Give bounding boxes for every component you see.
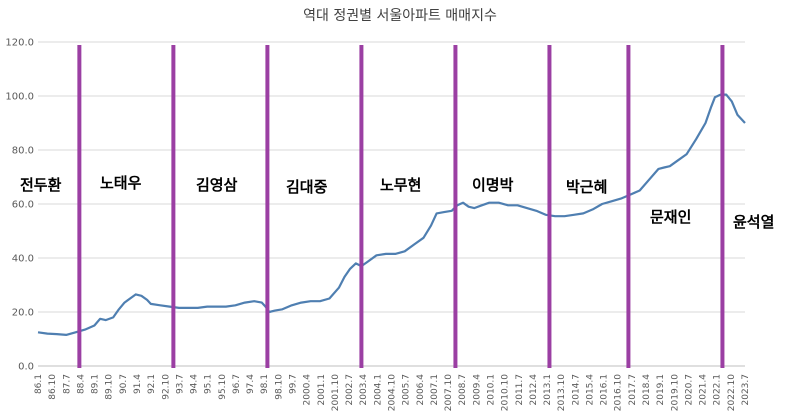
y-tick-label: 40.0 bbox=[12, 254, 34, 265]
gridlines bbox=[38, 41, 745, 367]
x-tick-label: 2013.1 bbox=[543, 374, 553, 406]
x-tick-label: 89.1 bbox=[91, 374, 101, 394]
regime-label: 노태우 bbox=[100, 174, 142, 192]
x-tick-label: 92.1 bbox=[147, 374, 157, 394]
series-layer bbox=[37, 93, 746, 336]
x-tick-label: 98.10 bbox=[274, 374, 284, 400]
x-tick-label: 2004.1 bbox=[373, 374, 383, 406]
x-tick-label: 2003.4 bbox=[359, 374, 369, 406]
x-tick-label: 95.10 bbox=[218, 374, 228, 400]
x-tick-label: 90.7 bbox=[119, 374, 129, 394]
x-tick-label: 2000.4 bbox=[303, 374, 313, 406]
x-tick-label: 2005.7 bbox=[402, 374, 412, 406]
x-tick-label: 89.10 bbox=[105, 374, 115, 400]
x-tick-label: 91.4 bbox=[133, 374, 143, 394]
regime-label: 박근혜 bbox=[566, 178, 607, 196]
x-tick-label: 94.4 bbox=[190, 374, 200, 394]
x-tick-label: 2017.7 bbox=[628, 374, 638, 406]
x-tick-label: 2023.7 bbox=[741, 374, 751, 406]
x-tick-label: 2016.10 bbox=[614, 374, 624, 411]
x-tick-label: 93.7 bbox=[175, 374, 185, 394]
y-tick-label: 20.0 bbox=[12, 308, 34, 319]
x-tick-label: 2010.10 bbox=[501, 374, 511, 411]
x-tick-label: 92.10 bbox=[161, 374, 171, 400]
chart-title: 역대 정권별 서울아파트 매매지수 bbox=[303, 8, 497, 24]
x-tick-label: 2004.10 bbox=[388, 374, 398, 411]
x-tick-label: 2015.4 bbox=[585, 374, 595, 406]
regime-label: 이명박 bbox=[472, 176, 514, 194]
x-axis-ticks: 86.1 86.10 87.7 88.4 89.1 89.10 90.7 91.4 92.1 92… bbox=[34, 374, 751, 411]
y-tick-label: 0.0 bbox=[18, 362, 34, 373]
x-tick-label: 2014.7 bbox=[571, 374, 581, 406]
x-tick-label: 2010.1 bbox=[486, 374, 496, 406]
x-tick-label: 2019.10 bbox=[670, 374, 680, 411]
y-tick-label: 80.0 bbox=[12, 146, 34, 157]
x-tick-label: 88.4 bbox=[76, 374, 86, 394]
x-tick-label: 2022.1 bbox=[713, 374, 723, 406]
x-tick-label: 2012.4 bbox=[529, 374, 539, 406]
x-tick-label: 86.10 bbox=[48, 374, 58, 400]
x-tick-label: 2011.7 bbox=[515, 374, 525, 406]
x-tick-label: 2019.1 bbox=[656, 374, 666, 406]
regime-label: 노무현 bbox=[380, 176, 421, 194]
x-tick-label: 95.1 bbox=[204, 374, 214, 394]
x-tick-label: 2006.4 bbox=[416, 374, 426, 406]
x-tick-label: 2013.10 bbox=[557, 374, 567, 411]
y-tick-label: 60.0 bbox=[12, 200, 34, 211]
x-tick-label: 2007.10 bbox=[444, 374, 454, 411]
regime-label: 전두환 bbox=[20, 176, 62, 194]
x-tick-label: 2001.1 bbox=[317, 374, 327, 406]
x-tick-label: 2007.1 bbox=[430, 374, 440, 406]
x-tick-label: 2008.7 bbox=[458, 374, 468, 406]
x-tick-label: 2021.4 bbox=[699, 374, 709, 406]
x-tick-label: 86.1 bbox=[34, 374, 44, 394]
series-line-apartment-index bbox=[37, 93, 746, 336]
regime-label: 김영삼 bbox=[196, 176, 238, 194]
x-tick-label: 2009.4 bbox=[472, 374, 482, 406]
regime-label: 윤석열 bbox=[733, 213, 774, 231]
x-tick-label: 99.7 bbox=[289, 374, 299, 394]
x-tick-label: 96.7 bbox=[232, 374, 242, 394]
x-tick-label: 97.4 bbox=[246, 374, 256, 394]
regime-dividers bbox=[77, 45, 725, 368]
x-tick-label: 2001.10 bbox=[331, 374, 341, 411]
x-tick-label: 2018.4 bbox=[642, 374, 652, 406]
x-tick-label: 2016.1 bbox=[600, 374, 610, 406]
y-tick-label: 100.0 bbox=[5, 92, 34, 103]
x-tick-label: 2022.10 bbox=[727, 374, 737, 411]
regime-label: 문재인 bbox=[650, 208, 691, 226]
x-tick-label: 2020.7 bbox=[684, 374, 694, 406]
x-tick-label: 87.7 bbox=[62, 374, 72, 394]
x-tick-label: 98.1 bbox=[260, 374, 270, 394]
y-axis-ticks: 0.0 20.0 40.0 60.0 80.0 100.0 120.0 bbox=[5, 38, 34, 373]
y-tick-label: 120.0 bbox=[5, 38, 34, 49]
regime-label: 김대중 bbox=[286, 178, 328, 196]
x-tick-label: 2002.7 bbox=[345, 374, 355, 406]
